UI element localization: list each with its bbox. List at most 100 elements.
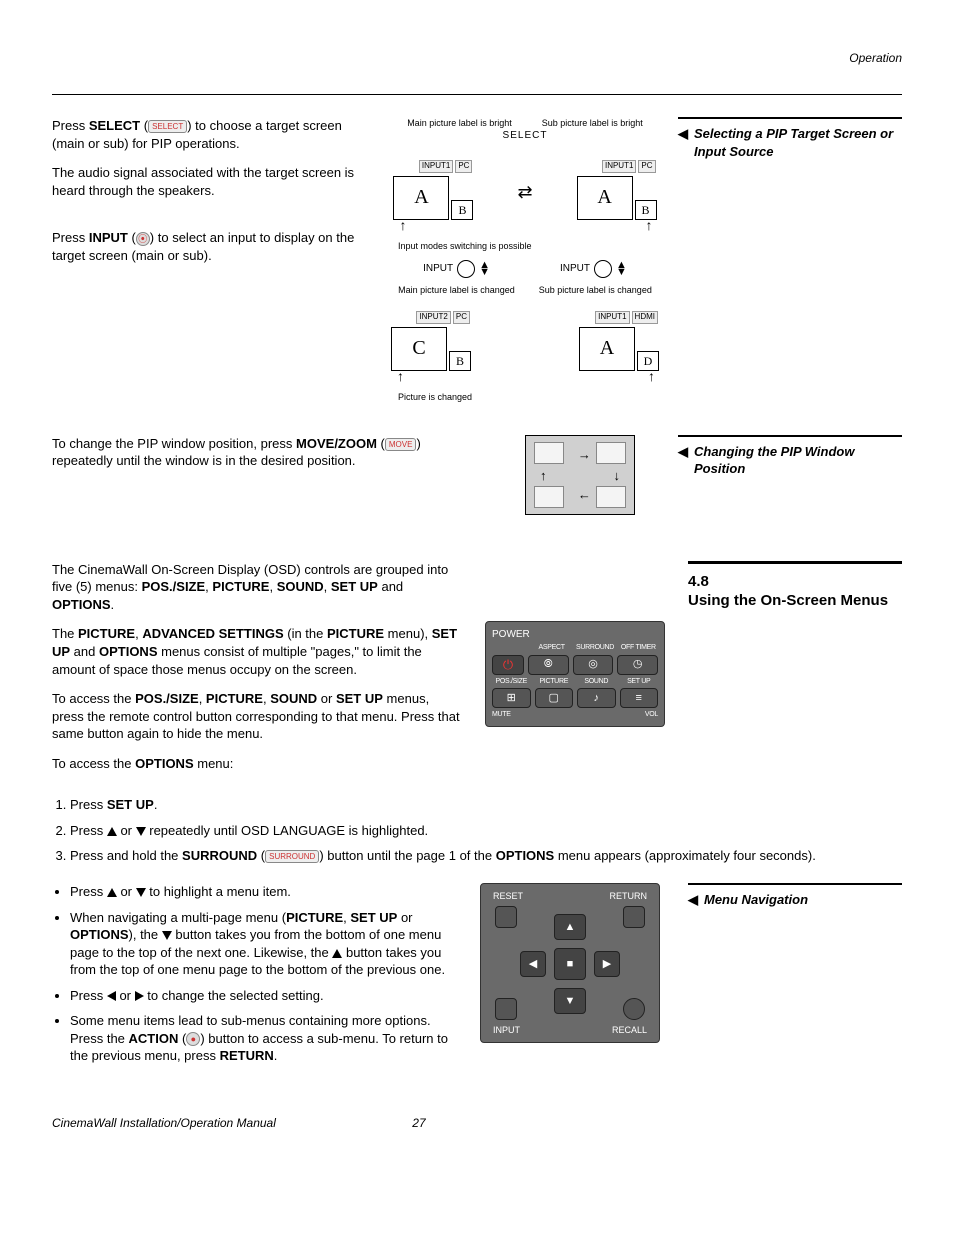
text-bold: POS./SIZE <box>135 691 199 706</box>
divider <box>678 117 902 119</box>
dpad-up-button: ▲ <box>554 914 586 940</box>
text: to highlight a menu item. <box>146 884 291 899</box>
text-bold: OPTIONS <box>99 644 158 659</box>
triangle-up-icon <box>107 888 117 897</box>
remote-label: ASPECT <box>532 643 571 652</box>
triangle-up-icon <box>332 949 342 958</box>
sidenote-pip-move: ◀ Changing the PIP Window Position <box>678 443 902 478</box>
text: and <box>70 644 99 659</box>
text: To access the <box>52 756 135 771</box>
remote-label: VOL <box>577 710 658 719</box>
remote-recall-button <box>623 998 645 1020</box>
remote-label: SURROUND <box>575 643 614 652</box>
diag-label: Main picture label is bright <box>407 117 512 129</box>
diag-sub-ad: INPUT1HDMI A D ↑ <box>579 306 659 381</box>
sidenote-text: Changing the PIP Window Position <box>694 443 902 478</box>
text-bold: POS./SIZE <box>142 579 206 594</box>
dpad-left-button: ◀ <box>520 951 546 977</box>
text-bold: SOUND <box>277 579 324 594</box>
text-bold: SET UP <box>350 910 397 925</box>
remote-power-button: ⏻ <box>492 655 524 675</box>
footer-page-number: 27 <box>412 1115 425 1131</box>
select-icon: SELECT <box>148 120 187 133</box>
osd-para1: The CinemaWall On-Screen Display (OSD) c… <box>52 561 462 614</box>
text: to change the selected setting. <box>144 988 324 1003</box>
text: When navigating a multi-page menu ( <box>70 910 286 925</box>
diag-b-box: B <box>449 351 471 371</box>
triangle-down-icon <box>162 931 172 940</box>
remote-label: OFF TIMER <box>619 643 658 652</box>
text: repeatedly until OSD LANGUAGE is highlig… <box>146 823 429 838</box>
remote-label: SET UP <box>620 677 659 686</box>
list-item: Press or repeatedly until OSD LANGUAGE i… <box>70 822 902 840</box>
text-bold: SET UP <box>336 691 383 706</box>
text: (in the <box>284 626 327 641</box>
text: INPUT <box>423 262 453 276</box>
text-bold: PICTURE <box>212 579 269 594</box>
diag-main-ab: INPUT1PC A B ↑ <box>393 155 473 230</box>
remote-input-button <box>495 998 517 1020</box>
diag-label: Sub picture label is bright <box>542 117 643 129</box>
remote-picture-button: ▢ <box>535 688 574 708</box>
list-item: Press or to change the selected setting. <box>70 987 452 1005</box>
text: Press <box>52 230 89 245</box>
text: INPUT <box>560 262 590 276</box>
input-toggle-icon: INPUT ▲▼ <box>423 260 490 278</box>
text-bold: SURROUND <box>182 848 257 863</box>
action-icon: ● <box>186 1032 200 1046</box>
text: or <box>117 884 136 899</box>
triangle-up-icon <box>107 827 117 836</box>
section-title: Using the On-Screen Menus <box>688 592 902 611</box>
nav-bullets: Press or to highlight a menu item. When … <box>70 883 452 1065</box>
remote-input-label: INPUT <box>493 1024 520 1036</box>
diag-label: Sub picture label is changed <box>539 284 652 296</box>
sidenote-pip-select: ◀ Selecting a PIP Target Screen or Input… <box>678 125 902 160</box>
remote-label: MUTE <box>492 710 573 719</box>
text: ), the <box>129 927 162 942</box>
pip-select-para1: Press SELECT (SELECT) to choose a target… <box>52 117 372 152</box>
diag-label: Main picture label is changed <box>398 284 515 296</box>
diag-a-box: A <box>579 327 635 371</box>
text-bold: OPTIONS <box>496 848 555 863</box>
text: Press <box>70 797 107 812</box>
move-zoom-icon: MOVE <box>385 438 417 451</box>
remote-return-button <box>623 906 645 928</box>
list-item: Some menu items lead to sub-menus contai… <box>70 1012 452 1065</box>
remote-power-label: POWER <box>492 628 658 642</box>
text: . <box>274 1048 278 1063</box>
remote-offtimer-button: ◷ <box>617 655 658 675</box>
text-bold: OPTIONS <box>135 756 194 771</box>
text-bold: OPTIONS <box>70 927 129 942</box>
triangle-left-icon: ◀ <box>688 891 698 909</box>
remote-label: POS./SIZE <box>492 677 531 686</box>
diag-select-label: SELECT <box>503 129 548 143</box>
text-bold: PICTURE <box>78 626 135 641</box>
diag-b-box: B <box>451 200 473 220</box>
remote-label: PICTURE <box>535 677 574 686</box>
dpad-right-button: ▶ <box>594 951 620 977</box>
text-bold: PICTURE <box>286 910 343 925</box>
input-icon: ⦿ <box>136 232 150 246</box>
osd-para4: To access the OPTIONS menu: <box>52 755 462 773</box>
triangle-down-icon <box>136 827 146 836</box>
remote-menu-diagram: POWER ASPECT SURROUND OFF TIMER ⏻ ⦾ ◎ ◷ … <box>485 621 665 727</box>
pip-diagram: Main picture label is bright Sub picture… <box>390 117 660 405</box>
pip-input-para: Press INPUT (⦿) to select an input to di… <box>52 229 372 264</box>
section-number: 4.8 <box>688 572 902 592</box>
list-item: Press or to highlight a menu item. <box>70 883 452 901</box>
pip-select-para2: The audio signal associated with the tar… <box>52 164 372 199</box>
text-bold: ACTION <box>129 1031 179 1046</box>
remote-return-label: RETURN <box>610 890 648 902</box>
dpad-center-button: ■ <box>554 948 586 980</box>
text: Press and hold the <box>70 848 182 863</box>
sidenote-text: Menu Navigation <box>704 891 808 909</box>
remote-possize-button: ⊞ <box>492 688 531 708</box>
divider <box>688 883 902 885</box>
text-bold: INPUT <box>89 230 128 245</box>
text: button until the page 1 of the <box>324 848 496 863</box>
text-bold: SET UP <box>107 797 154 812</box>
text-bold: ADVANCED SETTINGS <box>142 626 283 641</box>
diag-main-cb: INPUT2PC C B ↑ <box>391 306 471 381</box>
osd-para2: The PICTURE, ADVANCED SETTINGS (in the P… <box>52 625 462 678</box>
text: Press <box>52 118 89 133</box>
